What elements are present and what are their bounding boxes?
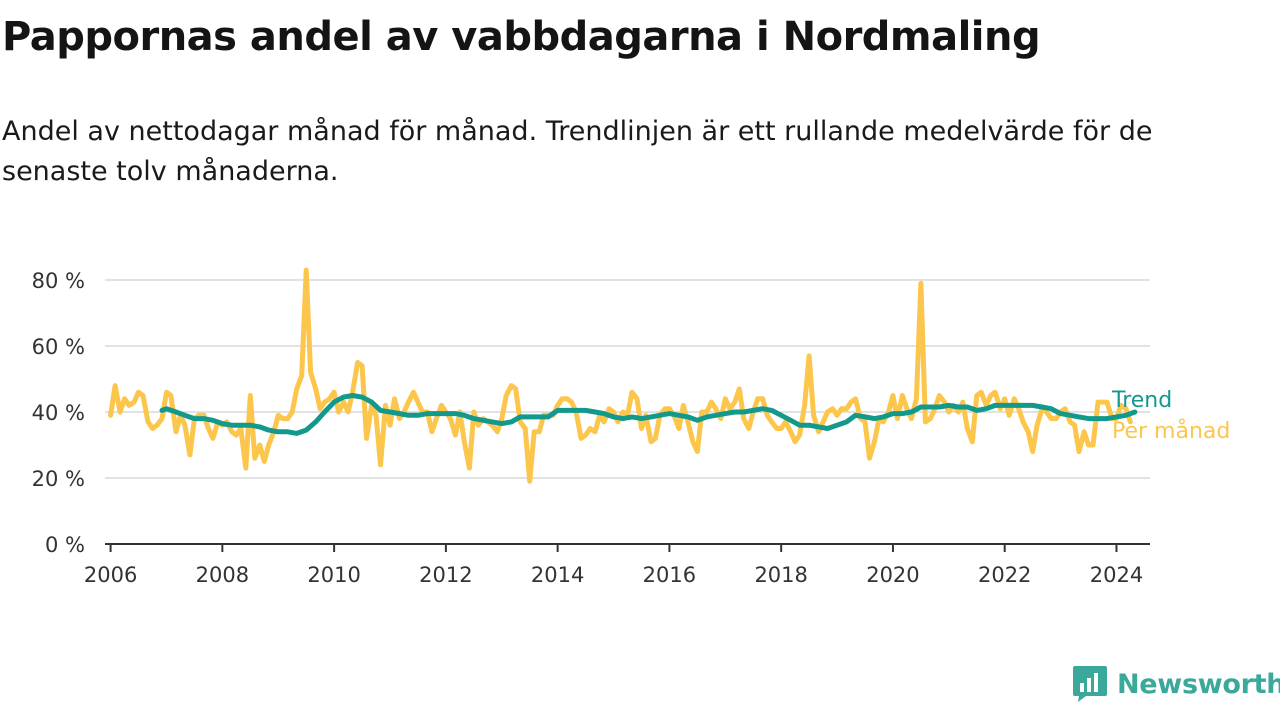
- brand-logo: Newsworthy: [1072, 664, 1280, 704]
- y-tick-label: 80 %: [32, 269, 85, 293]
- page-subtitle: Andel av nettodagar månad för månad. Tre…: [2, 116, 1153, 187]
- x-tick-label: 2016: [643, 563, 696, 587]
- x-tick-label: 2014: [531, 563, 584, 587]
- axes: 0 % 20 % 40 % 60 % 80 % 2006 2008 2010 2012 2014 2…: [32, 269, 1150, 587]
- legend-label: Per månad: [1112, 418, 1230, 444]
- x-tick-label: 2006: [84, 563, 137, 587]
- y-tick-label: 0 %: [45, 533, 85, 557]
- y-tick-label: 20 %: [32, 467, 85, 491]
- page-title: Pappornas andel av vabbdagarna i Nordmal…: [2, 14, 1041, 60]
- series-lines: [108, 267, 1138, 484]
- grid-lines: [105, 279, 1150, 479]
- x-tick-label: 2010: [307, 563, 360, 587]
- legend-label: Trend: [1111, 388, 1172, 413]
- x-tick-label: 2020: [866, 563, 919, 587]
- x-tick-label: 2022: [978, 563, 1031, 587]
- legend: Per månad Trend: [1111, 388, 1230, 444]
- monthly-series-line: [108, 267, 1133, 484]
- x-tick-label: 2012: [419, 563, 472, 587]
- x-tick-label: 2018: [754, 563, 807, 587]
- brand-name: Newsworthy: [1117, 668, 1280, 700]
- x-tick-label: 2024: [1090, 563, 1143, 587]
- x-tick-label: 2008: [196, 563, 249, 587]
- trend-series-line: [159, 393, 1138, 436]
- y-tick-label: 40 %: [32, 401, 85, 425]
- newsworthy-logo-icon: [1073, 666, 1107, 702]
- y-tick-label: 60 %: [32, 335, 85, 359]
